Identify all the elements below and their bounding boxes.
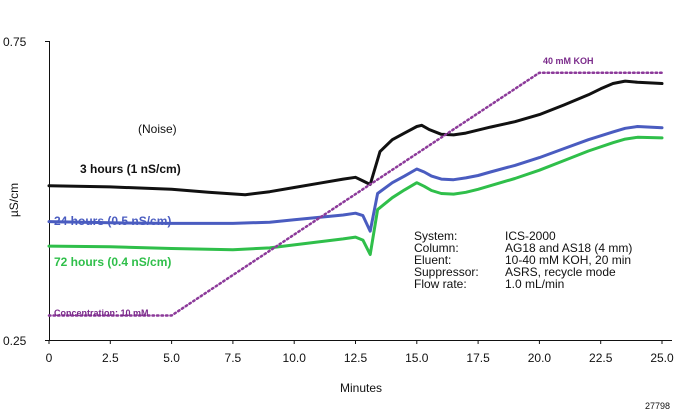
- concentration-start-label: Concentration: 10 mM: [54, 308, 149, 318]
- x-tick-label: 10.0: [283, 351, 307, 365]
- condition-label: System:: [414, 229, 457, 243]
- x-tick-label: 20.0: [528, 351, 552, 365]
- condition-value: ASRS, recycle mode: [505, 265, 616, 279]
- x-tick-label: 17.5: [466, 351, 490, 365]
- figure-number: 27798: [645, 401, 670, 411]
- x-tick-label: 2.5: [102, 351, 119, 365]
- series-line-three-hours: [47, 79, 664, 197]
- condition-value: 10-40 mM KOH, 20 min: [505, 253, 631, 267]
- x-tick-label: 22.5: [589, 351, 613, 365]
- condition-label: Suppressor:: [414, 265, 479, 279]
- y-tick-label-bottom: 0.25: [3, 334, 27, 348]
- concentration-end-label: 40 mM KOH: [543, 56, 594, 66]
- x-tick-label: 25.0: [650, 351, 674, 365]
- x-axis-title: Minutes: [340, 381, 382, 395]
- condition-label: Eluent:: [414, 253, 451, 267]
- series-layer: [47, 71, 664, 317]
- x-axis-ticks: 0 2.5 5.0 7.5 10.0 12.5 15.0 17.5 20.0 22.5 25.0: [46, 340, 674, 365]
- condition-label: Flow rate:: [414, 277, 467, 291]
- y-tick-label-top: 0.75: [3, 35, 27, 49]
- three-hours-label: 3 hours (1 nS/cm): [80, 162, 181, 176]
- x-tick-label: 15.0: [405, 351, 429, 365]
- x-tick-label: 0: [46, 351, 53, 365]
- y-axis-title: µS/cm: [7, 183, 21, 217]
- series-line-twentyfour-hours: [47, 125, 664, 233]
- condition-value: 1.0 mL/min: [505, 277, 564, 291]
- condition-label: Column:: [414, 241, 459, 255]
- noise-label: (Noise): [138, 122, 177, 136]
- series-line-seventytwo-hours: [47, 135, 664, 256]
- seventytwo-hours-label: 72 hours (0.4 nS/cm): [54, 255, 171, 269]
- x-tick-label: 5.0: [163, 351, 180, 365]
- condition-value: ICS-2000: [505, 229, 556, 243]
- x-tick-label: 7.5: [225, 351, 242, 365]
- conditions-block: System: ICS-2000 Column: AG18 and AS18 (…: [414, 229, 632, 291]
- x-tick-label: 12.5: [344, 351, 368, 365]
- series-line-concentration: [47, 71, 664, 317]
- condition-value: AG18 and AS18 (4 mm): [505, 241, 632, 255]
- twentyfour-hours-label: 24 hours (0.5 nS/cm): [54, 214, 171, 228]
